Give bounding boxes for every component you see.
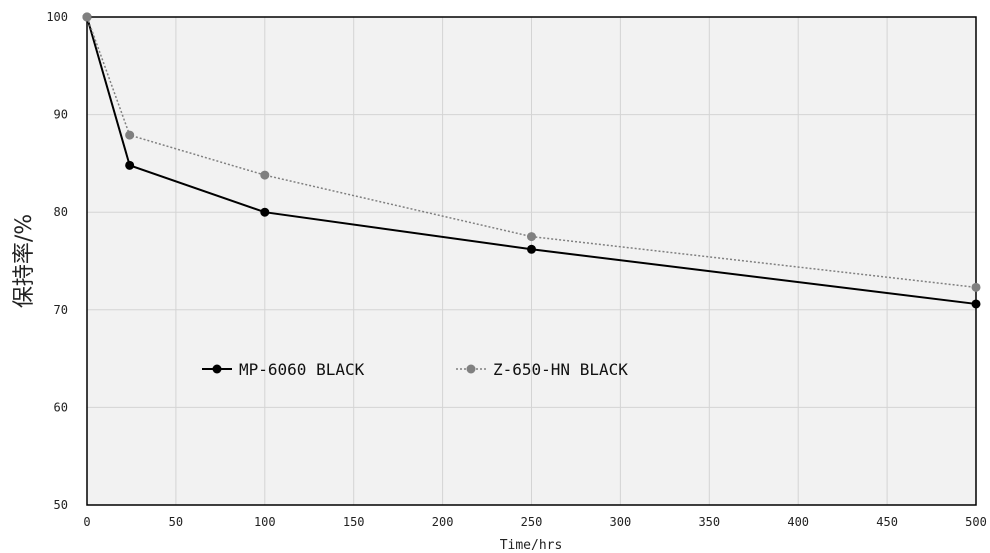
legend-entry-z650: Z-650-HN BLACK	[493, 360, 628, 379]
legend-swatch-marker-mp6060	[212, 364, 222, 374]
x-tick-label-10: 500	[965, 515, 987, 529]
x-tick-label-7: 350	[698, 515, 720, 529]
data-point-z650-2	[260, 170, 270, 180]
plot-border	[86, 16, 977, 506]
y-tick-label-3: 80	[54, 205, 68, 219]
data-point-mp6060-4	[971, 299, 981, 309]
x-tick-label-0: 0	[83, 515, 90, 529]
data-point-z650-1	[125, 130, 135, 140]
series-line-z650	[86, 16, 977, 289]
x-tick-label-8: 400	[787, 515, 809, 529]
y-tick-label-4: 90	[54, 108, 68, 122]
data-point-z650-0	[82, 12, 92, 22]
y-axis-label: 保持率/%	[12, 214, 37, 308]
x-tick-label-3: 150	[343, 515, 365, 529]
x-tick-label-9: 450	[876, 515, 898, 529]
data-point-mp6060-3	[527, 244, 536, 254]
x-axis-label: Time/hrs	[500, 538, 563, 553]
legend-entry-mp6060: MP-6060 BLACK	[239, 360, 365, 379]
x-tick-label-6: 300	[610, 515, 632, 529]
y-tick-label-0: 50	[54, 498, 68, 512]
data-point-mp6060-2	[260, 207, 270, 217]
data-point-mp6060-1	[125, 160, 135, 170]
data-point-z650-3	[527, 232, 536, 242]
x-tick-label-4: 200	[432, 515, 454, 529]
y-tick-label-2: 70	[54, 303, 68, 317]
legend: MP-6060 BLACK Z-650-HN BLACK	[202, 360, 628, 379]
y-tick-label-1: 60	[54, 400, 68, 414]
x-tick-label-5: 250	[521, 515, 543, 529]
data-point-z650-4	[971, 282, 981, 292]
x-tick-labels: 0 50 100 150 200 250 300 350 400 450 500	[83, 515, 986, 529]
x-tick-label-1: 50	[169, 515, 183, 529]
x-tick-label-2: 100	[254, 515, 276, 529]
series-group	[82, 12, 981, 309]
y-tick-labels: 50 60 70 80 90 100	[46, 10, 68, 512]
y-tick-label-5: 100	[46, 10, 68, 24]
legend-swatch-marker-z650	[466, 364, 476, 374]
